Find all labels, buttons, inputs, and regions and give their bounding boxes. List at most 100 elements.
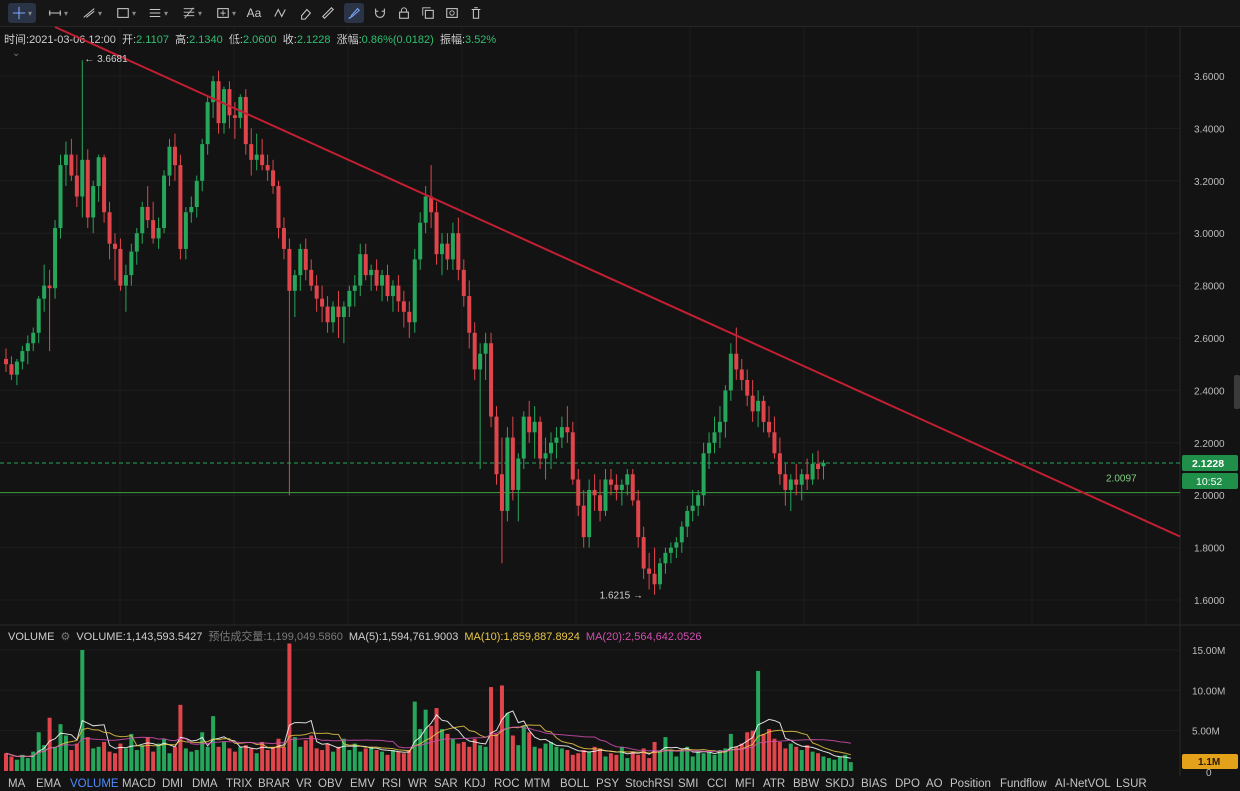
- indicator-tab-boll[interactable]: BOLL: [560, 778, 590, 790]
- copy-tool[interactable]: [418, 3, 438, 23]
- indicator-tab-dpo[interactable]: DPO: [895, 778, 920, 790]
- delete-tool[interactable]: [466, 3, 486, 23]
- indicator-tab-mtm[interactable]: MTM: [524, 778, 551, 790]
- indicator-tab-rsi[interactable]: RSI: [382, 778, 402, 790]
- volume-bar: [701, 753, 706, 771]
- price-tick-label: 3.4000: [1194, 124, 1225, 135]
- indicator-tab-kdj[interactable]: KDJ: [464, 778, 486, 790]
- volume-bar: [434, 708, 439, 771]
- price-tick-label: 2.4000: [1194, 386, 1225, 397]
- volume-bar: [107, 751, 112, 771]
- indicator-tab-psy[interactable]: PSY: [596, 778, 620, 790]
- volume-bar: [271, 746, 276, 771]
- chevron-down-icon[interactable]: ⌄: [12, 48, 21, 59]
- indicator-tab-dmi[interactable]: DMI: [162, 778, 184, 790]
- fib-tool[interactable]: ▾: [178, 3, 206, 23]
- indicator-tab-brar[interactable]: BRAR: [258, 778, 290, 790]
- indicator-tab-mfi[interactable]: MFI: [735, 778, 755, 790]
- candle-body: [821, 463, 826, 467]
- text-tool[interactable]: Aa: [244, 3, 264, 23]
- indicator-tab-fundflow[interactable]: Fundflow: [1000, 778, 1047, 790]
- indicator-tab-ema[interactable]: EMA: [36, 778, 61, 790]
- trend-tool[interactable]: ▾: [78, 3, 106, 23]
- parallel-lines-icon: [149, 8, 161, 18]
- gear-icon[interactable]: ⚙: [60, 631, 71, 643]
- indicator-tab-position[interactable]: Position: [950, 778, 991, 790]
- candle-body: [281, 227, 286, 249]
- indicator-tab-smi[interactable]: SMI: [678, 778, 699, 790]
- indicator-tab-macd[interactable]: MACD: [122, 778, 156, 790]
- indicator-tab-cci[interactable]: CCI: [707, 778, 727, 790]
- indicator-tab-ma[interactable]: MA: [8, 778, 26, 790]
- indicator-tab-bias[interactable]: BIAS: [861, 778, 888, 790]
- volume-bar: [756, 670, 761, 771]
- indicator-tab-ai-netvol[interactable]: AI-NetVOL: [1055, 778, 1111, 790]
- candle-body: [63, 154, 68, 166]
- indicator-tab-trix[interactable]: TRIX: [226, 778, 253, 790]
- eraser-tool[interactable]: [296, 3, 316, 23]
- candle-body: [205, 102, 210, 145]
- candle-body: [739, 369, 744, 380]
- candle-body: [74, 175, 79, 197]
- indicator-tab-emv[interactable]: EMV: [350, 778, 375, 790]
- indicator-tab-roc[interactable]: ROC: [494, 778, 520, 790]
- indicator-tab-stochrsi[interactable]: StochRSI: [625, 778, 674, 790]
- ruler-tool[interactable]: [318, 3, 338, 23]
- magnet-tool[interactable]: [370, 3, 390, 23]
- candle-body: [200, 144, 205, 181]
- indicator-tab-wr[interactable]: WR: [408, 778, 428, 790]
- candle-body: [717, 421, 722, 433]
- indicator-tab-vr[interactable]: VR: [296, 778, 312, 790]
- scroll-handle[interactable]: [1234, 375, 1240, 409]
- candle-body: [745, 379, 750, 396]
- indicator-tab-ao[interactable]: AO: [926, 778, 943, 790]
- volume-bar: [412, 701, 417, 771]
- volume-bar: [832, 759, 837, 771]
- shape-tool[interactable]: ▾: [112, 3, 140, 23]
- candle-body: [783, 474, 788, 490]
- volume-bar: [712, 754, 717, 771]
- screenshot-tool[interactable]: [442, 3, 462, 23]
- price-tick-label: 2.8000: [1194, 282, 1225, 293]
- crosshair-tool[interactable]: ▾: [8, 3, 36, 23]
- volume-bar: [309, 735, 314, 771]
- pattern-tool[interactable]: [270, 3, 290, 23]
- indicator-tab-obv[interactable]: OBV: [318, 778, 343, 790]
- indicator-tab-skdj[interactable]: SKDJ: [825, 778, 855, 790]
- lock-tool[interactable]: [394, 3, 414, 23]
- candle-body: [303, 248, 308, 270]
- indicator-tab-volume[interactable]: VOLUME: [70, 778, 119, 790]
- channel-tool[interactable]: ▾: [144, 3, 172, 23]
- candle-body: [189, 207, 194, 213]
- volume-bar: [287, 643, 292, 771]
- indicator-tab-lsur[interactable]: LSUR: [1116, 778, 1147, 790]
- indicator-tab-atr[interactable]: ATR: [763, 778, 786, 790]
- measure-tool[interactable]: ▾: [212, 3, 240, 23]
- candle-body: [587, 489, 592, 538]
- candle-body: [685, 510, 690, 527]
- candle-body: [543, 453, 548, 459]
- volume-bar: [799, 750, 804, 771]
- brush-tool[interactable]: [344, 3, 364, 23]
- candle-body: [385, 275, 390, 297]
- indicator-tab-dma[interactable]: DMA: [192, 778, 218, 790]
- candle-body: [608, 479, 613, 485]
- candle-body: [254, 154, 259, 160]
- candle-body: [799, 474, 804, 485]
- volume-bar: [745, 732, 750, 771]
- close-value: 2.1228: [296, 34, 331, 46]
- line-tool[interactable]: ▾: [44, 3, 72, 23]
- volume-bar: [227, 748, 232, 771]
- volume-bar: [183, 748, 188, 771]
- ma5-line: [5, 710, 851, 759]
- indicator-tab-sar[interactable]: SAR: [434, 778, 458, 790]
- countdown-badge: [1182, 473, 1238, 490]
- indicator-tab-bbw[interactable]: BBW: [793, 778, 820, 790]
- candle-body: [298, 248, 303, 276]
- candle-body: [418, 222, 423, 260]
- candle-body: [423, 196, 428, 223]
- volume-bar: [69, 750, 74, 771]
- low-value: 2.0600: [242, 34, 277, 46]
- volume-bar: [734, 746, 739, 771]
